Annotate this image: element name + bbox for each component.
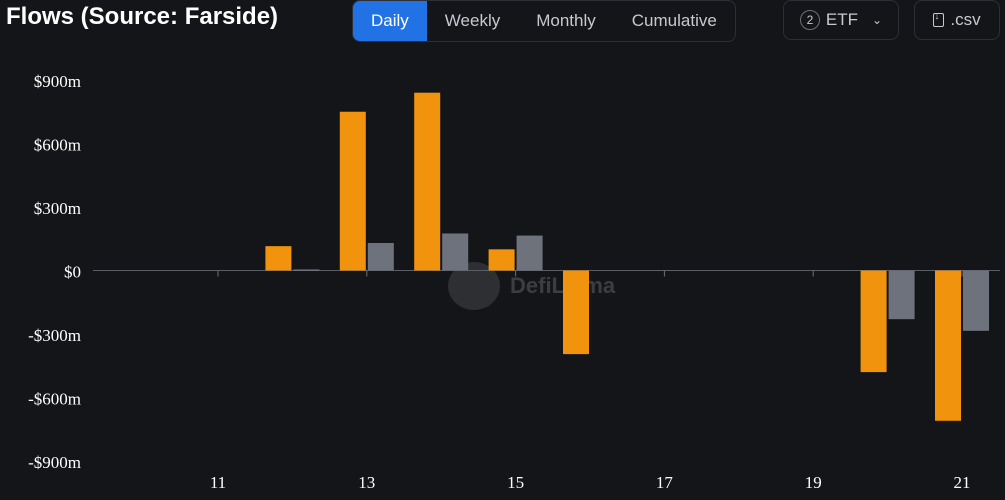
y-tick-label: $300m — [34, 199, 81, 218]
csv-label: .csv — [950, 10, 981, 29]
tab-cumulative[interactable]: Cumulative — [631, 11, 717, 30]
y-tick-label: $600m — [34, 136, 81, 155]
watermark-text: DefiLlama — [510, 273, 616, 298]
x-tick-label: 11 — [210, 473, 226, 492]
chart-title: Flows (Source: Farside) — [6, 3, 279, 30]
tab-daily[interactable]: Daily — [353, 1, 427, 41]
x-tick-label: 15 — [507, 473, 524, 492]
csv-download-button[interactable]: .csv — [914, 0, 1000, 40]
bar-series-1 — [339, 111, 366, 271]
x-tick-label: 13 — [358, 473, 375, 492]
y-tick-label: -$300m — [28, 326, 81, 345]
y-tick-label: -$900m — [28, 453, 81, 472]
bar-series-1 — [414, 92, 441, 271]
y-tick-label: $900m — [34, 72, 81, 91]
bar-series-1 — [265, 246, 292, 271]
bar-series-2 — [367, 242, 394, 271]
bar-series-2 — [516, 235, 543, 271]
tab-weekly[interactable]: Weekly — [444, 11, 501, 30]
tab-monthly[interactable]: Monthly — [536, 11, 596, 30]
period-tabs: Daily Weekly Monthly Cumulative — [352, 0, 736, 42]
chevron-down-icon: ⌄ — [872, 13, 883, 27]
bar-series-2 — [442, 233, 469, 271]
x-tick-label: 21 — [954, 473, 971, 492]
bar-series-1 — [563, 270, 589, 355]
x-tick-label: 19 — [805, 473, 822, 492]
y-tick-label: $0 — [64, 263, 81, 282]
etf-label: ETF — [825, 10, 859, 29]
bar-series-2 — [293, 269, 320, 271]
etf-filter-button[interactable]: 2 ETF ⌄ — [783, 0, 899, 40]
bar-series-1 — [488, 249, 515, 271]
etf-count-badge: 2 — [799, 10, 820, 30]
bar-series-2 — [963, 270, 989, 331]
y-tick-label: -$600m — [28, 390, 81, 409]
flows-bar-chart: $900m $600m $300m $0 -$300m -$600m -$900m 11 13 1… — [28, 72, 1000, 492]
bar-series-1 — [860, 270, 887, 373]
bar-series-2 — [888, 270, 915, 320]
bar-series-1 — [935, 270, 961, 421]
file-download-icon — [933, 11, 945, 27]
x-tick-label: 17 — [656, 473, 674, 492]
